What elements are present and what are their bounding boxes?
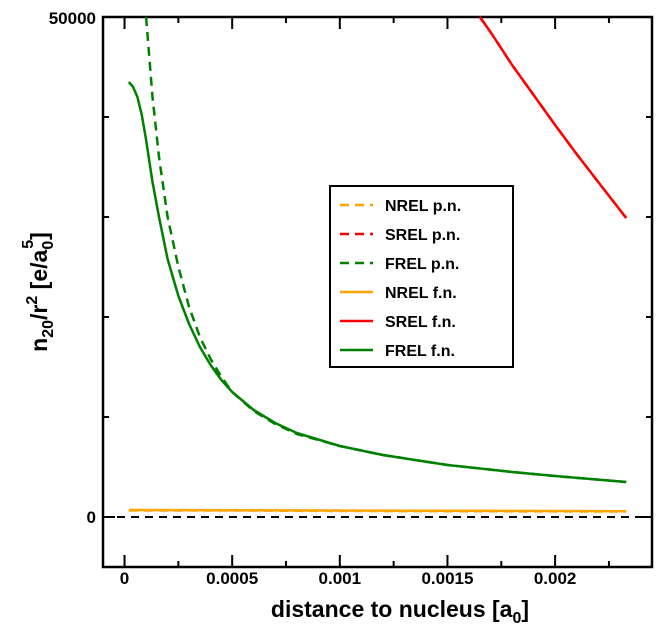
y-label-unit-sub: 0 [40, 241, 57, 250]
x-axis-label-main: distance to nucleus [a [271, 596, 513, 622]
tick-labels: 0 0.0005 0.001 0.0015 0.002 0 50000 [49, 9, 577, 588]
x-tick-label-3: 0.0015 [421, 569, 473, 588]
x-tick-label-0: 0 [120, 569, 129, 588]
series-group [127, 16, 628, 513]
legend-label-nrel-p-n: NREL p.n. [385, 198, 461, 215]
x-axis-label: distance to nucleus [a0] [271, 596, 529, 627]
series-line-nrel-f-n [128, 508, 627, 513]
series-line-srel-f-n [478, 16, 628, 219]
legend-label-frel-f-n: FREL f.n. [385, 343, 455, 360]
legend-box [329, 185, 514, 368]
y-label-r: /r [26, 305, 52, 320]
x-axis-label-close: ] [521, 596, 529, 622]
legend: NREL p.n. SREL p.n. FREL p.n. NREL f.n. SREL… [329, 185, 514, 368]
y-label-unit: [e/a [26, 249, 52, 295]
y-label-r-sup: 2 [24, 296, 41, 305]
y-label-close: ] [26, 232, 52, 240]
legend-label-nrel-f-n: NREL f.n. [385, 285, 457, 302]
series-line-frel-f-n [127, 81, 627, 484]
legend-label-srel-p-n: SREL p.n. [385, 227, 460, 244]
y-label-n: n [26, 338, 52, 352]
y-label-unit-sup: 5 [20, 240, 37, 249]
y-tick-label-1: 50000 [49, 9, 96, 28]
x-axis-label-sub: 0 [512, 610, 521, 627]
x-tick-label-1: 0.0005 [206, 569, 258, 588]
y-tick-label-0: 0 [87, 508, 96, 527]
x-tick-label-2: 0.001 [319, 569, 362, 588]
legend-items: NREL p.n. SREL p.n. FREL p.n. NREL f.n. SREL… [340, 198, 461, 360]
legend-label-srel-f-n: SREL f.n. [385, 314, 456, 331]
legend-label-frel-p-n: FREL p.n. [385, 256, 459, 273]
x-tick-label-4: 0.002 [534, 569, 577, 588]
y-label-n-sub: 20 [40, 320, 57, 338]
y-axis-label: n20/r2 [e/a05] [20, 232, 57, 352]
plot-frame [101, 15, 654, 569]
